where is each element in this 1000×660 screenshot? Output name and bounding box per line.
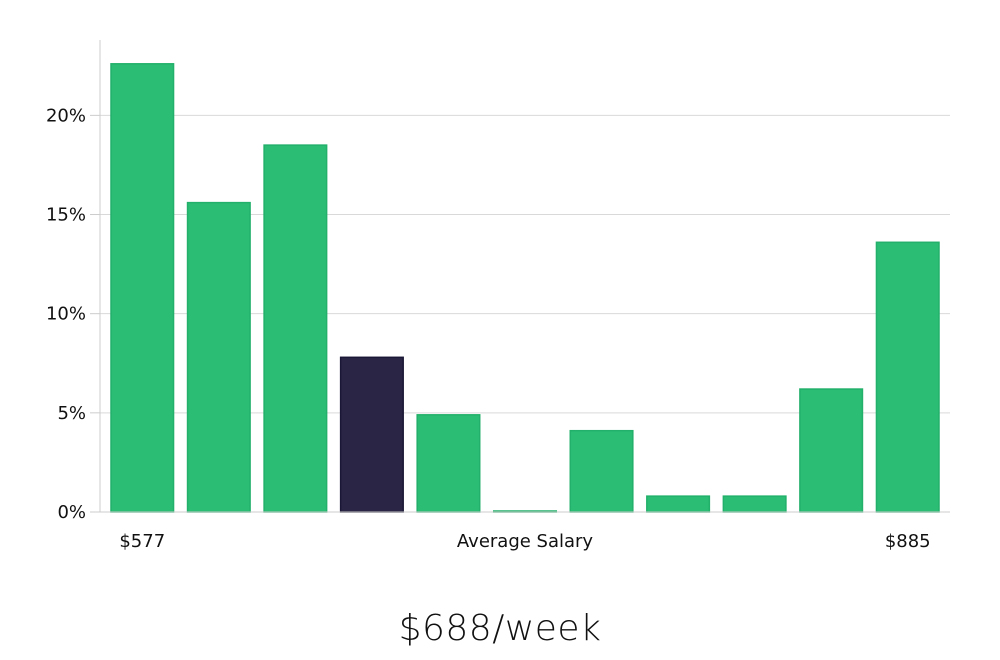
y-tick-labels: 0% 5% 10% 15% 20% [46,105,100,523]
x-start-label: $577 [119,531,165,552]
bar [722,495,787,513]
y-tick-label: 5% [57,403,86,424]
y-tick-label: 15% [46,205,86,226]
bar [263,144,328,513]
bar [416,414,481,513]
bar [875,241,940,513]
bar [569,429,634,513]
axes [99,40,950,513]
average-salary-headline: $688/week [398,608,602,649]
bar [186,201,251,513]
y-tick-label: 10% [46,304,86,325]
bar [646,495,711,513]
bar-highlighted [339,356,404,513]
x-end-label: $885 [885,531,931,552]
x-axis-title: Average Salary [457,531,594,552]
y-tick-label: 20% [46,105,86,126]
bars [110,63,940,513]
y-tick-label: 0% [57,502,86,523]
bar [799,388,864,513]
bar [110,63,175,513]
